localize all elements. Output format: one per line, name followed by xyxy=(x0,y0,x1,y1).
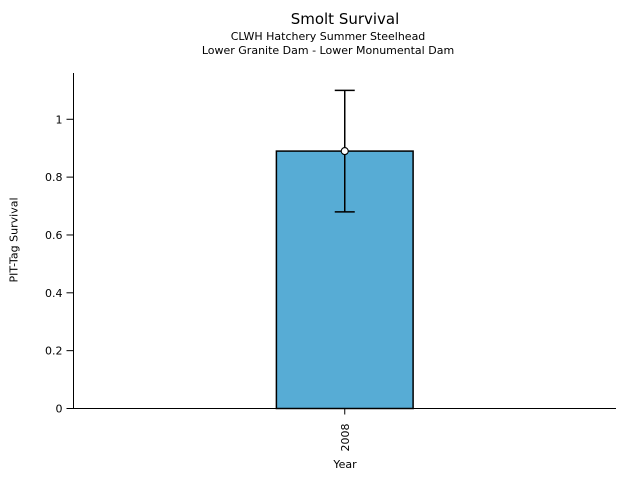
x-axis-label: Year xyxy=(333,458,357,471)
y-tick-label: 0.6 xyxy=(45,229,63,242)
y-tick-label: 1 xyxy=(56,113,63,126)
y-tick-label: 0 xyxy=(56,403,63,416)
x-tick-label: 2008 xyxy=(339,424,352,452)
chart-title: Smolt Survival xyxy=(290,10,400,28)
chart-subtitle-reach: Lower Granite Dam - Lower Monumental Dam xyxy=(201,44,455,57)
data-point-marker xyxy=(340,147,349,156)
y-tick-label: 0.4 xyxy=(45,287,63,300)
y-tick-label: 0.2 xyxy=(45,345,63,358)
y-tick-label: 0.8 xyxy=(45,171,63,184)
chart-subtitle-species: CLWH Hatchery Summer Steelhead xyxy=(230,30,426,43)
